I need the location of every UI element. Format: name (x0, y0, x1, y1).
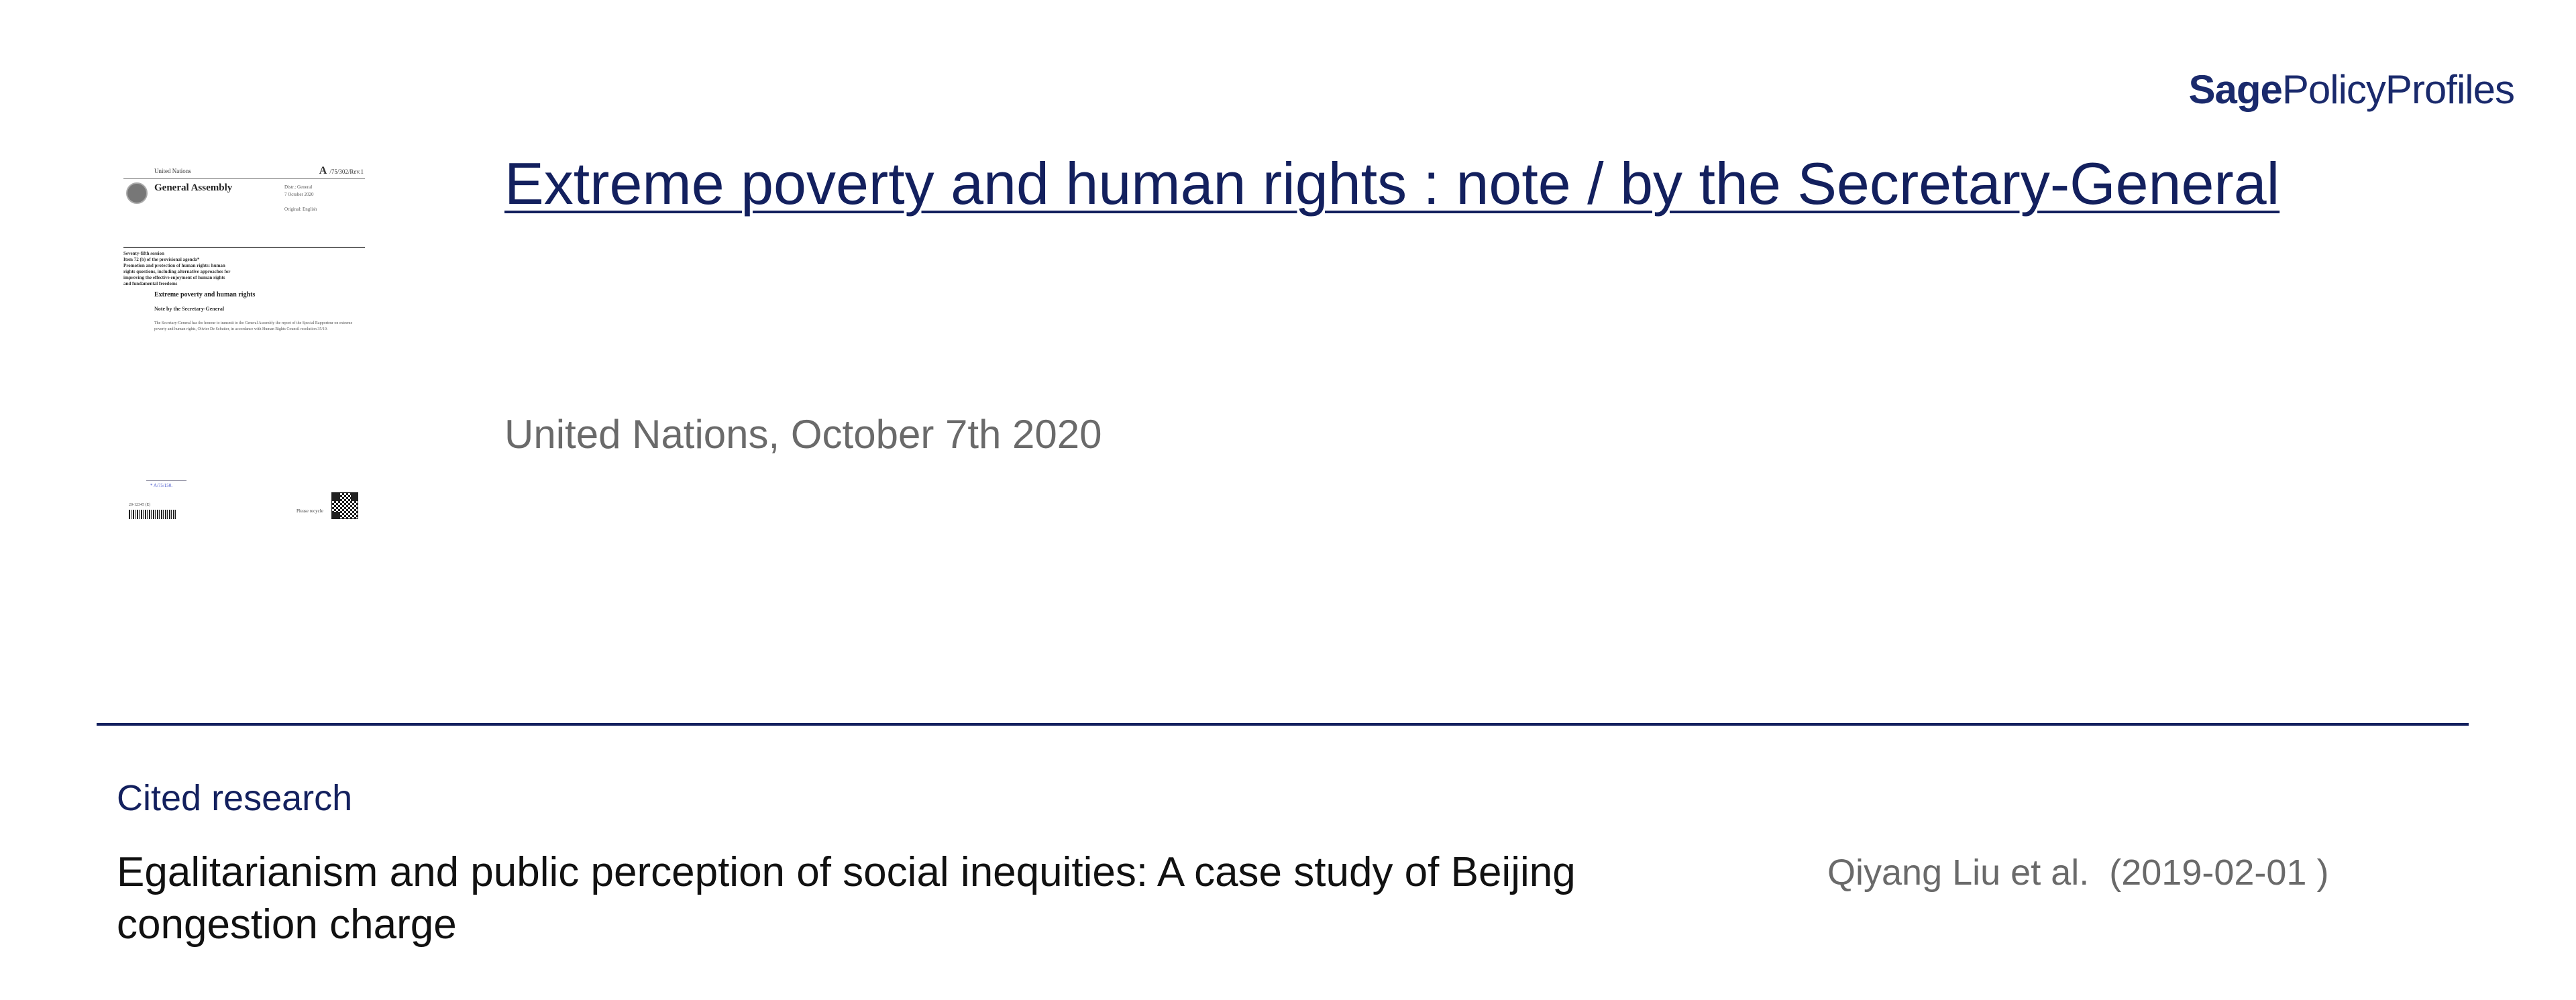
qr-code-icon (331, 492, 358, 519)
cited-research-date: (2019-02-01 ) (2109, 852, 2329, 893)
brand-logo[interactable]: SagePolicyProfiles (2188, 66, 2515, 114)
un-emblem-icon (126, 182, 148, 204)
thumbnail-symbol: A/75/302/Rev.1 (319, 165, 364, 177)
document-source-date: United Nations, October 7th 2020 (504, 412, 1102, 457)
cited-research-authors: Qiyang Liu et al. (1827, 852, 2090, 893)
thumbnail-body: General Assembly (154, 182, 233, 193)
thumbnail-doc-title: Extreme poverty and human rights (154, 291, 256, 298)
cited-research-meta: Qiyang Liu et al. (2019-02-01 ) (1827, 850, 2328, 895)
thumbnail-session: Seventy-fifth session Item 72 (b) of the… (123, 251, 231, 286)
thumbnail-rule (123, 178, 365, 179)
thumbnail-symbol-code: /75/302/Rev.1 (329, 168, 364, 175)
thumbnail-org: United Nations (154, 168, 191, 174)
barcode-icon (129, 510, 176, 519)
thumbnail-footnote: * A/75/150. (150, 483, 173, 488)
document-title-link[interactable]: Extreme poverty and human rights : note … (504, 150, 2280, 217)
cited-research-title[interactable]: Egalitarianism and public perception of … (117, 849, 1576, 948)
brand-logo-policy-profiles: PolicyProfiles (2282, 67, 2515, 112)
section-divider (97, 723, 2469, 726)
thumbnail-barcode-text: 20-12345 (E) (129, 503, 151, 507)
brand-logo-sage: Sage (2188, 67, 2282, 112)
document-thumbnail[interactable]: United Nations A/75/302/Rev.1 General As… (123, 160, 365, 522)
thumbnail-symbol-letter: A (319, 165, 327, 176)
thumbnail-recycle: Please recycle (297, 508, 323, 514)
thumbnail-rule-heavy (123, 247, 365, 248)
cited-research-item[interactable]: Egalitarianism and public perception of … (117, 846, 2357, 960)
thumbnail-distribution: Distr.: General 7 October 2020 Original:… (284, 184, 317, 212)
thumbnail-body-text: The Secretary-General has the honour to … (154, 321, 353, 331)
cited-research-heading: Cited research (117, 778, 353, 818)
thumbnail-note: Note by the Secretary-General (154, 306, 225, 312)
thumbnail-footnote-rule (146, 480, 186, 481)
